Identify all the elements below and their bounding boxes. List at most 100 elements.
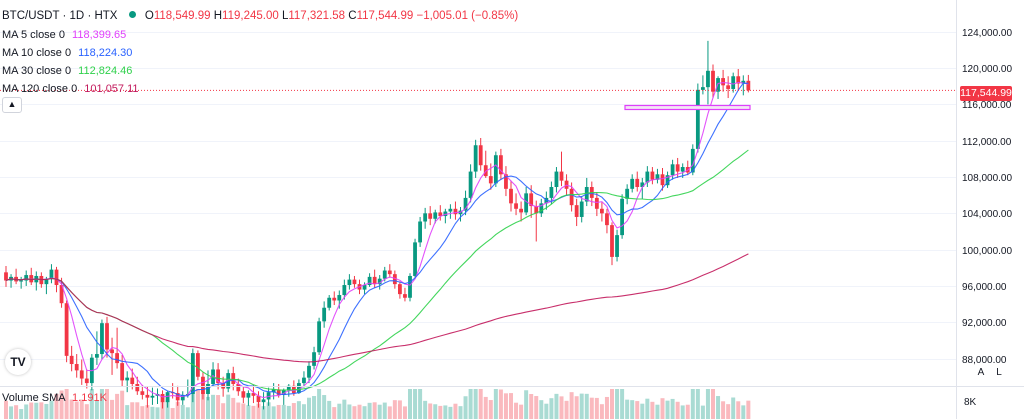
candle-body xyxy=(680,167,685,172)
ma-value: 118,399.65 xyxy=(72,29,127,41)
price-tick-label: 96,000.00 xyxy=(962,282,1007,293)
symbol-interval[interactable]: 1D xyxy=(69,10,85,22)
volume-bar xyxy=(89,389,94,419)
volume-bar xyxy=(286,405,291,419)
candle-body xyxy=(327,297,332,308)
volume-bar xyxy=(357,404,362,419)
volume-bar xyxy=(342,399,347,419)
volume-bar xyxy=(54,393,59,419)
candle-body xyxy=(534,206,539,214)
candle-body xyxy=(418,221,422,243)
volume-legend[interactable]: Volume SMA 1.191K xyxy=(2,392,107,404)
close-value: 117,544.99 xyxy=(356,10,414,22)
candle-body xyxy=(281,390,286,395)
volume-bar xyxy=(301,404,306,419)
candle-body xyxy=(594,197,599,209)
candle-body xyxy=(342,285,347,296)
candle-body xyxy=(246,393,251,398)
ma-legend-item[interactable]: MA 5 close 0 118,399.65 xyxy=(2,28,126,42)
symbol-pair[interactable]: BTC/USDT xyxy=(2,10,60,22)
ma-value: 101,057.11 xyxy=(84,83,139,95)
candle-body xyxy=(706,70,710,88)
ma-legend-item[interactable]: MA 30 close 0 112,824.46 xyxy=(2,64,132,78)
ma-label: MA 5 close 0 xyxy=(2,29,65,41)
volume-bar xyxy=(736,401,741,419)
candle-body xyxy=(297,383,301,394)
volume-bar xyxy=(700,405,705,419)
volume-bar xyxy=(731,397,736,419)
highlight-zone[interactable] xyxy=(624,104,751,111)
candle-body xyxy=(19,280,24,282)
ma-line xyxy=(5,82,749,397)
candle-body xyxy=(307,365,311,378)
volume-bar xyxy=(665,400,670,419)
candle-body xyxy=(408,275,412,298)
candle-body xyxy=(125,377,130,381)
volume-bar xyxy=(514,402,519,419)
current-price-label: 117,544.99 xyxy=(960,86,1012,101)
candle-body xyxy=(302,377,306,384)
candle-body xyxy=(736,76,741,84)
volume-bar xyxy=(200,391,205,419)
volume-bar xyxy=(231,397,236,419)
collapse-legend-button[interactable]: ▲ xyxy=(2,97,22,113)
volume-bar xyxy=(635,401,640,419)
candle-body xyxy=(569,188,574,206)
candle-body xyxy=(317,321,321,353)
candle-body xyxy=(120,363,125,381)
candle-body xyxy=(610,225,614,257)
volume-bar xyxy=(34,402,39,419)
volume-bar xyxy=(695,389,700,419)
volume-bar xyxy=(39,402,44,419)
volume-axis-tick: 8K xyxy=(964,397,977,408)
candle-body xyxy=(44,278,49,285)
candle-body xyxy=(493,155,498,184)
candle-body xyxy=(251,393,256,396)
candle-body xyxy=(266,392,271,400)
volume-bar xyxy=(569,392,574,419)
volume-bar xyxy=(645,398,650,419)
volume-bar xyxy=(115,393,120,419)
volume-bar xyxy=(236,402,241,419)
candle-body xyxy=(322,307,327,322)
volume-bar xyxy=(246,405,251,419)
volume-bar xyxy=(387,406,392,419)
price-tick-label: 104,000.00 xyxy=(962,209,1012,220)
symbol-legend[interactable]: BTC/USDT · 1D · HTX O118,549.99 H119,245… xyxy=(2,10,519,22)
candle-body xyxy=(54,269,59,286)
volume-bar xyxy=(705,389,710,419)
candle-body xyxy=(615,235,619,257)
volume-bar xyxy=(94,400,99,419)
candle-body xyxy=(64,303,69,356)
ma-legend-item[interactable]: MA 10 close 0 118,224.30 xyxy=(2,46,132,60)
price-axis[interactable]: 124,000.00 120,000.00 116,000.00 112,000.00… xyxy=(962,28,1012,366)
ma-label: MA 120 close 0 xyxy=(2,83,78,95)
candle-body xyxy=(514,203,518,209)
tradingview-logo[interactable]: TV xyxy=(5,349,31,375)
volume-bar xyxy=(281,404,286,419)
volume-bar xyxy=(271,406,276,419)
log-scale-button[interactable]: L xyxy=(996,367,1002,378)
volume-bar xyxy=(544,403,549,419)
volume-bar xyxy=(382,402,387,419)
candle-body xyxy=(695,89,700,149)
ma-legend-item[interactable]: MA 120 close 0 101,057.11 xyxy=(2,82,139,96)
volume-bar xyxy=(317,389,322,419)
volume-bar xyxy=(74,401,79,419)
candle-body xyxy=(165,392,170,403)
price-tick-label: 124,000.00 xyxy=(962,28,1012,39)
chevron-up-icon: ▲ xyxy=(7,99,17,109)
volume-bar xyxy=(337,403,342,419)
candle-body xyxy=(438,212,443,217)
volume-bar xyxy=(327,400,332,419)
volume-bar xyxy=(549,398,554,419)
candle-body xyxy=(473,145,478,172)
volume-bar xyxy=(746,400,751,419)
volume-bar xyxy=(312,396,317,419)
volume-bar xyxy=(418,389,423,419)
price-tick-label: 100,000.00 xyxy=(962,246,1012,257)
auto-scale-button[interactable]: A xyxy=(977,367,985,378)
volume-bar xyxy=(367,402,372,419)
volume-bar xyxy=(372,402,377,419)
